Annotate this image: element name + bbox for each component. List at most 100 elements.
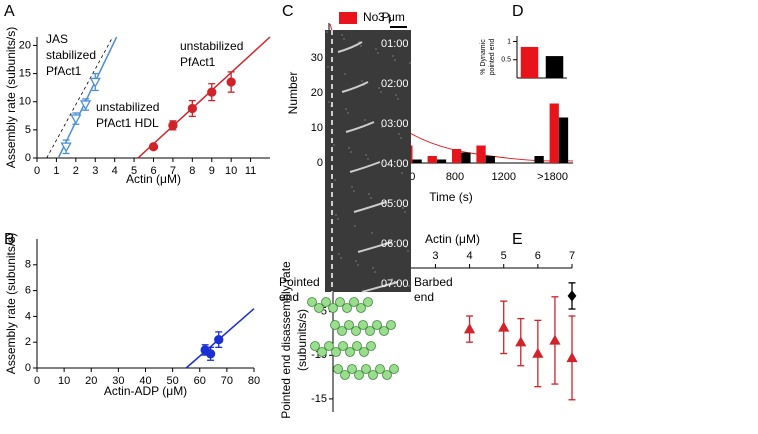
bar	[436, 159, 447, 163]
noise	[378, 87, 380, 89]
bar	[427, 156, 437, 163]
data-point	[532, 347, 544, 358]
noise	[374, 271, 376, 273]
y-tick-label: 10	[19, 96, 31, 108]
actin-subunit	[340, 370, 350, 380]
x-tick-label: 0	[34, 165, 40, 177]
y-tick-label: 6	[25, 285, 31, 297]
data-point	[549, 334, 561, 345]
actin-subunit	[359, 347, 369, 357]
noise	[404, 211, 406, 213]
x-tick-label: 11	[245, 165, 256, 177]
bar	[549, 103, 559, 163]
noise	[370, 197, 372, 199]
noise	[327, 66, 329, 68]
time-label: 07:00	[381, 278, 409, 290]
noise	[351, 186, 353, 188]
noise	[353, 190, 355, 192]
noise	[360, 45, 362, 47]
x-tick-label: >1800	[537, 171, 568, 183]
data-point	[148, 142, 159, 152]
y-tick-label: 0	[25, 152, 31, 164]
x-axis-label: Actin-ADP (μM)	[104, 384, 187, 398]
bar	[545, 56, 564, 78]
y-tick-label: 4	[25, 310, 31, 322]
y-axis-label: Assembly rate (subunits/s)	[4, 27, 18, 168]
y-tick-label: 20	[311, 87, 323, 99]
actin-subunit	[389, 364, 399, 374]
y-axis-label: Assembly rate (subunits/s)	[4, 233, 18, 374]
annotation: PfAct1	[46, 64, 82, 78]
actin-subunit	[361, 364, 371, 374]
data-point	[566, 352, 578, 363]
y-tick-label: 8	[25, 259, 31, 271]
noise	[335, 214, 337, 216]
y-axis-label: % Dynamic	[480, 39, 487, 75]
filament-streak	[345, 121, 375, 133]
x-tick-label: 2	[73, 165, 79, 177]
data-point	[205, 349, 216, 359]
actin-subunit	[365, 326, 375, 336]
y-axis-label: Number	[286, 72, 300, 115]
x-tick-label: 3	[92, 165, 98, 177]
data-point	[498, 321, 510, 332]
actin-subunit	[338, 341, 348, 351]
actin-subunit	[379, 326, 389, 336]
actin-subunit	[344, 320, 354, 330]
actin-subunit	[356, 303, 366, 313]
actin-subunit	[328, 303, 338, 313]
panel-label: E	[512, 231, 523, 248]
actin-subunit	[354, 370, 364, 380]
y-tick-label: 0	[317, 157, 323, 169]
annotation: PfAct1 HDL	[96, 116, 159, 130]
end-label: end	[279, 290, 299, 304]
noise	[334, 179, 336, 181]
noise	[397, 98, 399, 100]
data-point	[89, 77, 101, 88]
filament-streak	[337, 41, 363, 53]
actin-subunit	[307, 297, 317, 307]
panel-label: D	[512, 3, 524, 20]
data-point	[463, 323, 476, 334]
noise	[348, 147, 350, 149]
fit-line	[46, 36, 114, 159]
noise	[326, 31, 328, 33]
x-tick-label: 80	[248, 375, 260, 387]
actin-subunit	[347, 364, 357, 374]
actin-subunit	[331, 347, 341, 357]
filament-streak	[349, 161, 381, 173]
x-tick-label: 5	[131, 165, 137, 177]
x-tick-label: 70	[221, 375, 233, 387]
x-tick-label: 60	[194, 375, 206, 387]
noise	[355, 260, 357, 262]
actin-subunit	[335, 297, 345, 307]
data-point	[226, 77, 236, 87]
x-tick-label: 40	[139, 375, 151, 387]
noise	[372, 267, 374, 269]
data-point	[70, 114, 82, 125]
x-tick-label: 5	[501, 250, 507, 262]
x-tick-label: 3	[432, 250, 438, 262]
time-label: 03:00	[381, 118, 409, 130]
noise	[390, 243, 392, 245]
noise	[365, 154, 367, 156]
fit-line	[137, 36, 271, 159]
x-tick-label: 800	[446, 171, 464, 183]
actin-subunit	[351, 326, 361, 336]
actin-subunit	[333, 364, 343, 374]
y-tick-label: -15	[311, 393, 327, 405]
noise	[380, 91, 382, 93]
y-tick-label: 0	[25, 362, 31, 374]
noise	[400, 137, 402, 139]
noise	[368, 193, 370, 195]
filament-streak	[361, 281, 399, 293]
noise	[398, 133, 400, 135]
y-tick-label: 15	[19, 67, 31, 79]
time-label: 04:00	[381, 158, 409, 170]
x-tick-label: 6	[535, 250, 541, 262]
data-point	[168, 120, 178, 131]
noise	[388, 239, 390, 241]
actin-subunit	[342, 303, 352, 313]
data-point	[567, 290, 577, 302]
